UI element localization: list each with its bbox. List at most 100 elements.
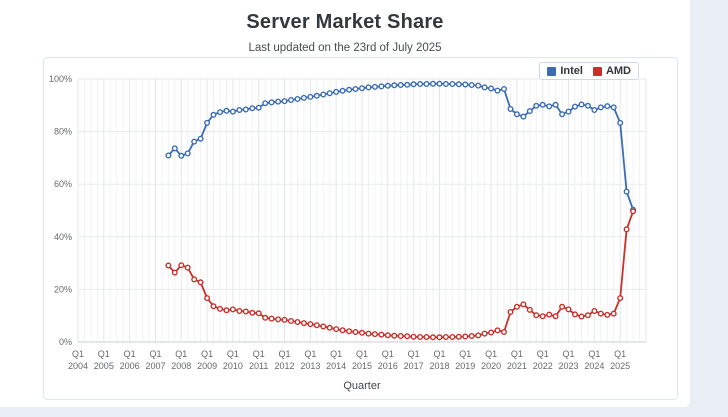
series-intel[interactable] (165, 80, 637, 213)
data-point-intel[interactable] (191, 138, 198, 145)
data-point-intel[interactable] (346, 86, 353, 93)
data-point-amd[interactable] (546, 311, 553, 318)
data-point-amd[interactable] (249, 309, 256, 316)
data-point-amd[interactable] (417, 334, 424, 341)
series-amd[interactable] (165, 208, 637, 341)
data-point-amd[interactable] (255, 310, 262, 317)
data-point-amd[interactable] (597, 310, 604, 317)
data-point-intel[interactable] (255, 104, 262, 111)
data-point-amd[interactable] (223, 307, 230, 314)
data-point-amd[interactable] (430, 334, 437, 341)
data-point-amd[interactable] (307, 321, 314, 328)
data-point-intel[interactable] (275, 98, 282, 105)
data-point-amd[interactable] (346, 328, 353, 335)
data-point-amd[interactable] (365, 330, 372, 337)
data-point-amd[interactable] (352, 329, 359, 336)
data-point-amd[interactable] (229, 306, 236, 313)
data-point-intel[interactable] (533, 102, 540, 109)
data-point-amd[interactable] (617, 295, 624, 302)
data-point-intel[interactable] (617, 119, 624, 126)
data-point-intel[interactable] (449, 81, 456, 88)
data-point-intel[interactable] (597, 104, 604, 111)
data-point-amd[interactable] (604, 311, 611, 318)
data-point-amd[interactable] (313, 322, 320, 329)
data-point-amd[interactable] (630, 208, 637, 215)
legend-item-intel[interactable]: Intel (547, 65, 583, 77)
data-point-amd[interactable] (584, 312, 591, 319)
data-point-amd[interactable] (539, 313, 546, 320)
data-point-amd[interactable] (449, 334, 456, 341)
data-point-amd[interactable] (339, 327, 346, 334)
data-point-intel[interactable] (371, 83, 378, 90)
data-point-intel[interactable] (591, 107, 598, 114)
data-point-intel[interactable] (352, 86, 359, 93)
data-point-amd[interactable] (494, 327, 501, 334)
data-point-intel[interactable] (526, 108, 533, 115)
data-point-amd[interactable] (442, 334, 449, 341)
data-point-amd[interactable] (578, 313, 585, 320)
data-point-amd[interactable] (197, 279, 204, 286)
data-point-amd[interactable] (565, 306, 572, 313)
data-point-amd[interactable] (507, 308, 514, 315)
data-point-intel[interactable] (313, 92, 320, 99)
data-point-intel[interactable] (565, 108, 572, 115)
data-point-intel[interactable] (578, 101, 585, 108)
data-point-amd[interactable] (513, 303, 520, 310)
data-point-intel[interactable] (572, 103, 579, 110)
data-point-amd[interactable] (404, 333, 411, 340)
data-point-intel[interactable] (552, 101, 559, 108)
data-point-amd[interactable] (326, 324, 333, 331)
data-point-intel[interactable] (488, 85, 495, 92)
data-point-intel[interactable] (494, 87, 501, 94)
data-point-intel[interactable] (326, 90, 333, 97)
data-point-amd[interactable] (384, 332, 391, 339)
data-point-amd[interactable] (436, 334, 443, 341)
data-point-amd[interactable] (488, 329, 495, 336)
data-point-intel[interactable] (210, 111, 217, 118)
data-point-intel[interactable] (559, 111, 566, 118)
data-point-intel[interactable] (184, 150, 191, 157)
data-point-intel[interactable] (262, 100, 269, 107)
data-point-amd[interactable] (397, 333, 404, 340)
data-point-amd[interactable] (623, 226, 630, 233)
data-point-amd[interactable] (281, 316, 288, 323)
data-point-intel[interactable] (623, 188, 630, 195)
data-point-amd[interactable] (178, 262, 185, 269)
data-point-intel[interactable] (300, 94, 307, 101)
data-point-intel[interactable] (442, 81, 449, 88)
data-point-intel[interactable] (339, 87, 346, 94)
data-point-intel[interactable] (610, 104, 617, 111)
data-point-amd[interactable] (501, 329, 508, 336)
data-point-amd[interactable] (475, 332, 482, 339)
data-point-intel[interactable] (268, 99, 275, 106)
data-point-intel[interactable] (397, 82, 404, 89)
data-point-amd[interactable] (359, 329, 366, 336)
data-point-intel[interactable] (430, 80, 437, 87)
data-point-amd[interactable] (533, 312, 540, 319)
data-point-intel[interactable] (391, 82, 398, 89)
data-point-amd[interactable] (333, 326, 340, 333)
data-point-intel[interactable] (546, 103, 553, 110)
data-point-amd[interactable] (520, 301, 527, 308)
data-point-intel[interactable] (501, 86, 508, 93)
data-point-intel[interactable] (417, 81, 424, 88)
data-point-intel[interactable] (333, 88, 340, 95)
data-point-intel[interactable] (320, 91, 327, 98)
data-point-amd[interactable] (423, 334, 430, 341)
data-point-amd[interactable] (268, 315, 275, 322)
data-point-intel[interactable] (236, 107, 243, 114)
data-point-amd[interactable] (378, 331, 385, 338)
data-point-amd[interactable] (210, 303, 217, 310)
data-point-intel[interactable] (249, 105, 256, 112)
data-point-amd[interactable] (171, 269, 178, 276)
data-point-amd[interactable] (242, 308, 249, 315)
data-point-intel[interactable] (584, 102, 591, 109)
data-point-intel[interactable] (384, 82, 391, 89)
data-point-amd[interactable] (294, 319, 301, 326)
data-point-intel[interactable] (520, 113, 527, 120)
data-point-amd[interactable] (216, 305, 223, 312)
data-point-intel[interactable] (475, 82, 482, 89)
data-point-intel[interactable] (178, 152, 185, 159)
data-point-amd[interactable] (275, 316, 282, 323)
data-point-intel[interactable] (604, 103, 611, 110)
